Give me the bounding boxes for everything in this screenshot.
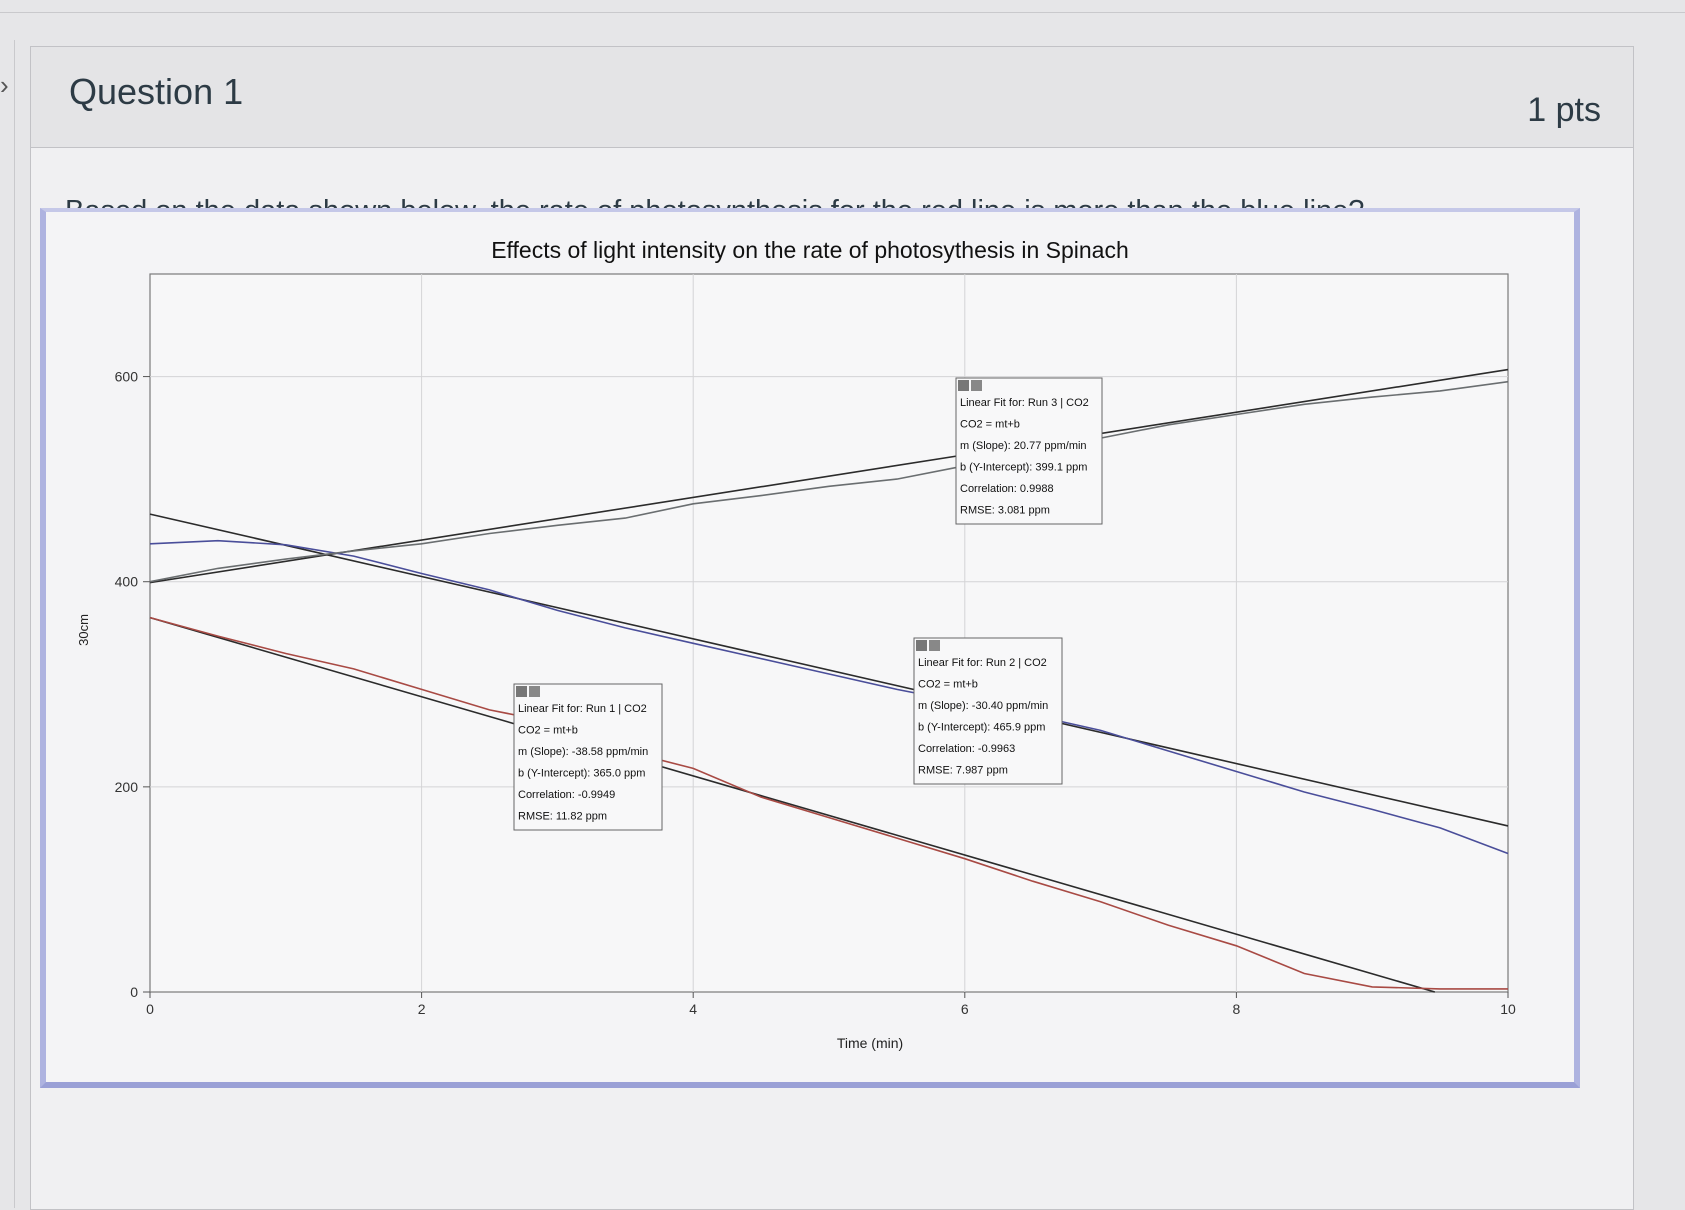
y-tick-label: 600 bbox=[115, 369, 139, 385]
fit-info-line: CO2 = mt+b bbox=[960, 419, 1020, 431]
fit-info-line: Correlation: -0.9963 bbox=[918, 743, 1015, 755]
options-icon bbox=[529, 686, 540, 697]
x-tick-label: 2 bbox=[418, 1001, 426, 1017]
series-line-2 bbox=[149, 539, 1509, 855]
fit-line-run-2 bbox=[149, 513, 1509, 827]
fit-info-line: Correlation: -0.9949 bbox=[518, 789, 615, 801]
x-axis-label: Time (min) bbox=[837, 1035, 903, 1051]
fit-info-line: Linear Fit for: Run 2 | CO2 bbox=[918, 657, 1047, 669]
fit-line-run-3 bbox=[149, 368, 1509, 584]
fit-info-line: RMSE: 3.081 ppm bbox=[960, 505, 1050, 517]
fit-info-line: m (Slope): 20.77 ppm/min bbox=[960, 440, 1087, 452]
chart-title: Effects of light intensity on the rate o… bbox=[491, 237, 1129, 263]
fit-info-line: CO2 = mt+b bbox=[518, 725, 578, 737]
question-points: 1 pts bbox=[1527, 91, 1601, 129]
chevron-right-icon[interactable]: › bbox=[0, 70, 9, 100]
close-icon bbox=[958, 380, 969, 391]
fit-line-run-1 bbox=[149, 616, 1436, 993]
fit-info-line: Linear Fit for: Run 1 | CO2 bbox=[518, 703, 647, 715]
y-tick-label: 0 bbox=[130, 984, 138, 1000]
fit-info-line: CO2 = mt+b bbox=[918, 679, 978, 691]
x-tick-label: 6 bbox=[961, 1001, 969, 1017]
fit-info-line: b (Y-Intercept): 399.1 ppm bbox=[960, 462, 1087, 474]
series-line-1 bbox=[149, 616, 1508, 990]
y-tick-label: 200 bbox=[115, 779, 139, 795]
chart-frame: Effects of light intensity on the rate o… bbox=[40, 208, 1580, 1088]
plot-area bbox=[149, 273, 1509, 993]
series-line-3 bbox=[149, 380, 1509, 583]
x-tick-label: 4 bbox=[689, 1001, 697, 1017]
y-tick-label: 400 bbox=[115, 574, 139, 590]
fit-info-line: m (Slope): -30.40 ppm/min bbox=[918, 700, 1048, 712]
fit-info-box bbox=[513, 683, 663, 831]
x-tick-label: 8 bbox=[1233, 1001, 1241, 1017]
line-chart: Effects of light intensity on the rate o… bbox=[76, 237, 1516, 1051]
top-divider bbox=[0, 12, 1685, 13]
fit-info-line: Correlation: 0.9988 bbox=[960, 483, 1054, 495]
fit-info-line: RMSE: 11.82 ppm bbox=[518, 811, 607, 823]
fit-info-line: b (Y-Intercept): 365.0 ppm bbox=[518, 768, 645, 780]
left-divider bbox=[14, 40, 15, 1208]
x-tick-label: 10 bbox=[1500, 1001, 1516, 1017]
fit-info-box bbox=[913, 637, 1063, 785]
fit-info-line: RMSE: 7.987 ppm bbox=[918, 765, 1008, 777]
fit-info-box bbox=[955, 377, 1103, 525]
question-header: Question 1 1 pts bbox=[31, 47, 1633, 148]
x-tick-label: 0 bbox=[146, 1001, 154, 1017]
options-icon bbox=[971, 380, 982, 391]
question-title: Question 1 bbox=[69, 71, 244, 112]
fit-info-line: m (Slope): -38.58 ppm/min bbox=[518, 746, 648, 758]
fit-info-line: Linear Fit for: Run 3 | CO2 bbox=[960, 397, 1089, 409]
y-axis-label: 30cm bbox=[76, 614, 91, 646]
fit-info-line: b (Y-Intercept): 465.9 ppm bbox=[918, 722, 1045, 734]
close-icon bbox=[516, 686, 527, 697]
options-icon bbox=[929, 640, 940, 651]
close-icon bbox=[916, 640, 927, 651]
